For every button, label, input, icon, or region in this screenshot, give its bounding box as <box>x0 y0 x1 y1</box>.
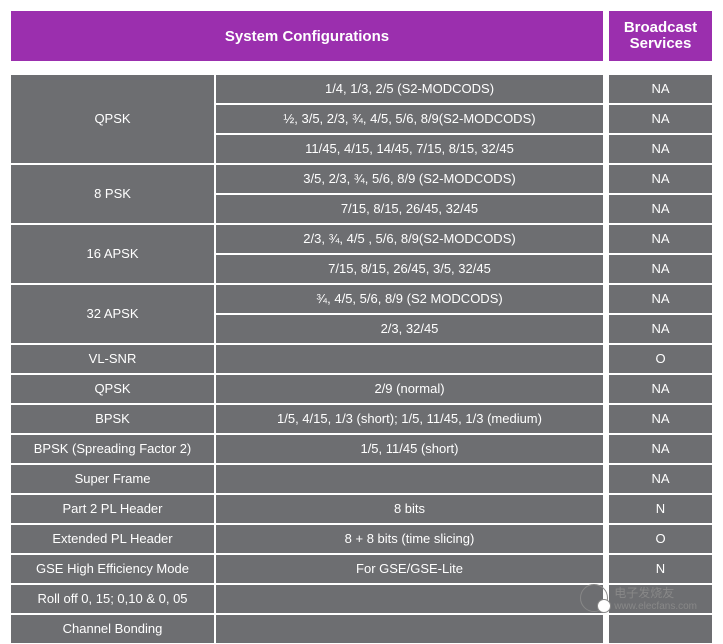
row-label: Part 2 PL Header <box>10 494 215 524</box>
row-value: 8 bits <box>215 494 604 524</box>
row-value: 1/4, 1/3, 2/5 (S2-MODCODS) <box>215 74 604 104</box>
service-value <box>608 614 713 644</box>
row-value: 11/45, 4/15, 14/45, 7/15, 8/15, 32/45 <box>215 134 604 164</box>
service-value: NA <box>608 164 713 194</box>
service-value: N <box>608 494 713 524</box>
service-value: NA <box>608 134 713 164</box>
row-label: 16 APSK <box>10 224 215 284</box>
row-value <box>215 584 604 614</box>
service-value: O <box>608 344 713 374</box>
watermark: 电子发烧友 www.elecfans.com <box>580 584 697 612</box>
service-value: NA <box>608 194 713 224</box>
spacer <box>608 62 713 74</box>
service-value: NA <box>608 464 713 494</box>
row-label: 8 PSK <box>10 164 215 224</box>
config-table: System Configurations QPSK8 PSK16 APSK32… <box>10 10 713 644</box>
service-value: O <box>608 524 713 554</box>
row-value: 3/5, 2/3, ¾, 5/6, 8/9 (S2-MODCODS) <box>215 164 604 194</box>
row-value: 8 + 8 bits (time slicing) <box>215 524 604 554</box>
row-value: 7/15, 8/15, 26/45, 32/45 <box>215 194 604 224</box>
row-value: 2/3, 32/45 <box>215 314 604 344</box>
service-value: NA <box>608 104 713 134</box>
row-label: Roll off 0, 15; 0,10 & 0, 05 <box>10 584 215 614</box>
row-label: Channel Bonding <box>10 614 215 644</box>
row-label: 32 APSK <box>10 284 215 344</box>
row-label: Extended PL Header <box>10 524 215 554</box>
spacer <box>10 62 604 74</box>
header-broadcast-line2: Services <box>630 36 692 53</box>
broadcast-services-section: Broadcast Services NANANANANANANANANAONA… <box>608 10 713 644</box>
row-value <box>215 464 604 494</box>
service-value: NA <box>608 404 713 434</box>
row-label: BPSK (Spreading Factor 2) <box>10 434 215 464</box>
row-value: 7/15, 8/15, 26/45, 3/5, 32/45 <box>215 254 604 284</box>
service-value: NA <box>608 74 713 104</box>
row-label: Super Frame <box>10 464 215 494</box>
watermark-logo-icon <box>580 584 608 612</box>
row-value: 2/3, ¾, 4/5 , 5/6, 8/9(S2-MODCODS) <box>215 224 604 254</box>
service-value: NA <box>608 254 713 284</box>
row-value: 2/9 (normal) <box>215 374 604 404</box>
service-value: N <box>608 554 713 584</box>
service-value: NA <box>608 314 713 344</box>
header-broadcast: Broadcast Services <box>608 10 713 62</box>
row-value: 1/5, 11/45 (short) <box>215 434 604 464</box>
row-label: VL-SNR <box>10 344 215 374</box>
row-value <box>215 614 604 644</box>
row-label: QPSK <box>10 374 215 404</box>
row-value: ½, 3/5, 2/3, ¾, 4/5, 5/6, 8/9(S2-MODCODS… <box>215 104 604 134</box>
row-value <box>215 344 604 374</box>
service-value: NA <box>608 224 713 254</box>
service-value: NA <box>608 434 713 464</box>
watermark-text: 电子发烧友 <box>614 584 697 601</box>
row-value: 1/5, 4/15, 1/3 (short); 1/5, 11/45, 1/3 … <box>215 404 604 434</box>
header-broadcast-line1: Broadcast <box>624 20 697 37</box>
row-value: ¾, 4/5, 5/6, 8/9 (S2 MODCODS) <box>215 284 604 314</box>
service-value: NA <box>608 284 713 314</box>
row-label: BPSK <box>10 404 215 434</box>
system-config-section: System Configurations QPSK8 PSK16 APSK32… <box>10 10 604 644</box>
row-label: QPSK <box>10 74 215 164</box>
row-label: GSE High Efficiency Mode <box>10 554 215 584</box>
row-value: For GSE/GSE-Lite <box>215 554 604 584</box>
service-value: NA <box>608 374 713 404</box>
header-system-config: System Configurations <box>10 10 604 62</box>
watermark-url: www.elecfans.com <box>614 601 697 612</box>
